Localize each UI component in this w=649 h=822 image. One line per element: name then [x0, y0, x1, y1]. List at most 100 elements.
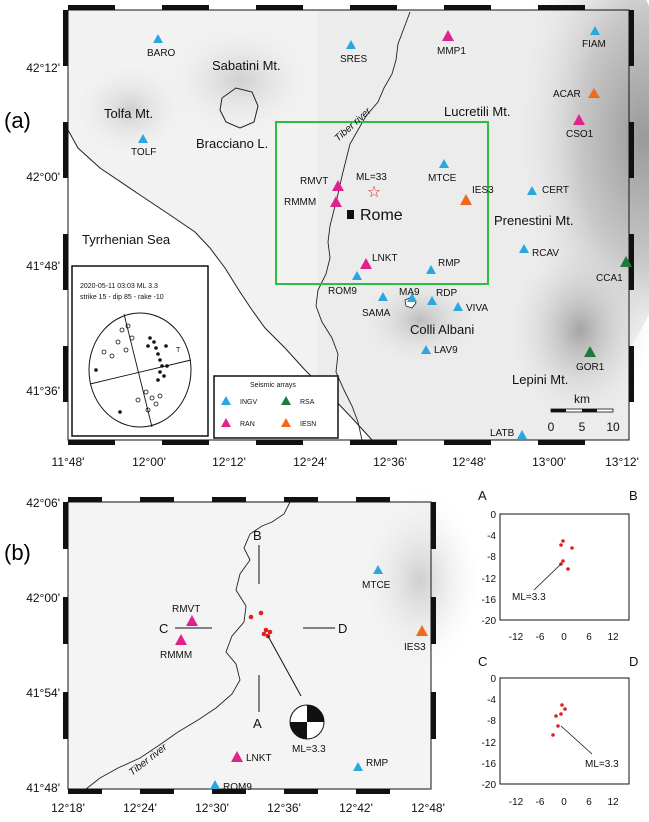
label-colli-albani: Colli Albani	[410, 322, 474, 337]
station-label: TOLF	[131, 147, 156, 158]
legend-ingv: INGV	[240, 399, 257, 406]
station-marker	[442, 30, 454, 41]
section-ab-yticks: 0 -4 -8 -12 -16 -20	[482, 510, 497, 627]
lon-tick-a-7: 13°12'	[605, 455, 639, 469]
station-marker	[231, 751, 243, 762]
section-cd-right: D	[629, 654, 638, 669]
section-ab-leader	[533, 563, 562, 591]
beachball-icon	[289, 704, 325, 740]
inset-line1: 2020-05-11 03:03 ML 3.3	[80, 283, 158, 290]
label-bracciano: Bracciano L.	[196, 136, 268, 151]
section-label-A: A	[253, 716, 262, 731]
section-ab-xticks: -12 -6 0 6 12	[509, 632, 619, 643]
y-tick: -4	[487, 695, 496, 706]
station-label: RMVT	[172, 604, 200, 615]
section-ab-frame	[499, 513, 630, 621]
station-marker	[416, 625, 428, 636]
scale-unit: km	[574, 392, 590, 406]
panel-b-terrain	[360, 490, 480, 670]
section-label-B: B	[253, 528, 262, 543]
station-marker	[620, 256, 632, 267]
panel-a-frame	[67, 9, 630, 441]
x-tick: -6	[536, 632, 545, 643]
station-label: RMMM	[160, 650, 192, 661]
y-tick: -12	[482, 738, 497, 749]
section-cd-ml: ML=3.3	[585, 759, 619, 770]
station-marker	[527, 186, 537, 195]
station-marker	[588, 88, 600, 98]
station-marker	[346, 40, 356, 49]
y-tick: -20	[482, 780, 497, 791]
panel-b-frame-ticks	[63, 497, 436, 794]
stations-b: MTCE RMVT RMMM IES3 LNKT RMP ROM9	[160, 565, 428, 793]
lon-tick-a-2: 12°12'	[212, 455, 246, 469]
panel-a-label: (a)	[4, 108, 31, 133]
events-b	[248, 610, 273, 639]
section-cd-yticks: 0 -4 -8 -12 -16 -20	[482, 674, 497, 791]
lat-tick-b-1: 42°00'	[26, 591, 60, 605]
station-marker	[426, 265, 436, 274]
station-marker	[330, 196, 342, 207]
label-tyrrhenian: Tyrrhenian Sea	[82, 232, 171, 247]
station-marker	[353, 762, 363, 771]
terrain-colli-albani	[360, 275, 480, 365]
station-marker	[138, 134, 148, 143]
x-tick: -6	[536, 797, 545, 808]
x-tick: 6	[586, 797, 592, 808]
panel-a-frame-ticks	[63, 5, 634, 445]
lon-tick-a-5: 12°48'	[452, 455, 486, 469]
section-ab: A B 0 -4 -8 -12 -16 -20 -12 -6 0 6 12 ML…	[478, 488, 638, 643]
station-marker	[460, 194, 472, 205]
station-label: LNKT	[246, 753, 272, 764]
section-cd-leader	[560, 725, 593, 755]
lon-tick-b-3: 12°36'	[267, 801, 301, 815]
inset-T-label: T	[176, 347, 181, 354]
station-label: RDP	[436, 288, 457, 299]
x-tick: 0	[561, 797, 567, 808]
legend-rsa-marker	[281, 396, 291, 405]
station-marker	[186, 615, 198, 626]
label-sabatini: Sabatini Mt.	[212, 58, 281, 73]
lat-tick-b-3: 41°48'	[26, 781, 60, 795]
y-tick: 0	[490, 674, 496, 685]
station-label: BARO	[147, 48, 176, 59]
station-label: IES3	[472, 185, 494, 196]
station-label: RMMM	[284, 197, 316, 208]
station-marker	[584, 346, 596, 357]
seismic-arrays-legend: Seismic arrays INGV RSA RAN IESN	[213, 375, 339, 439]
station-label: FIAM	[582, 39, 606, 50]
label-tolfa: Tolfa Mt.	[104, 106, 153, 121]
section-ab-ml: ML=3.3	[512, 592, 546, 603]
station-marker	[427, 296, 437, 305]
lon-tick-a-0: 11°48'	[52, 455, 85, 469]
stations-a: BARO SRES MMP1 FIAM ACAR CSO1 TOLF MTCE …	[131, 26, 632, 439]
scale-10: 10	[606, 420, 620, 434]
label-rome: Rome	[360, 207, 403, 224]
y-tick: 0	[490, 510, 496, 521]
station-label: ACAR	[553, 89, 581, 100]
station-label: GOR1	[576, 362, 605, 373]
y-tick: -20	[482, 616, 497, 627]
station-label: MTCE	[362, 580, 391, 591]
y-tick: -8	[487, 552, 496, 563]
station-label: RMVT	[300, 176, 328, 187]
lat-tick-b-0: 42°06'	[26, 496, 60, 510]
beachball-leader	[267, 635, 302, 697]
station-marker	[175, 634, 187, 645]
station-marker	[421, 345, 431, 354]
label-prenestini: Prenestini Mt.	[494, 213, 573, 228]
legend-ran: RAN	[240, 421, 255, 428]
station-marker	[439, 159, 449, 168]
legend-title: Seismic arrays	[250, 382, 296, 389]
legend-frame	[213, 375, 339, 439]
station-label: ROM9	[223, 782, 252, 793]
station-label: SAMA	[362, 308, 391, 319]
bracciano-lake	[219, 87, 259, 129]
lon-tick-b-5: 12°48'	[411, 801, 445, 815]
x-tick: 12	[607, 632, 619, 643]
station-label: RCAV	[532, 248, 559, 259]
x-tick: 6	[586, 632, 592, 643]
panel-b: (b) Tiber river 42°06' 42°00' 41°54' 41°…	[4, 490, 480, 815]
lon-tick-a-1: 12°00'	[132, 455, 166, 469]
